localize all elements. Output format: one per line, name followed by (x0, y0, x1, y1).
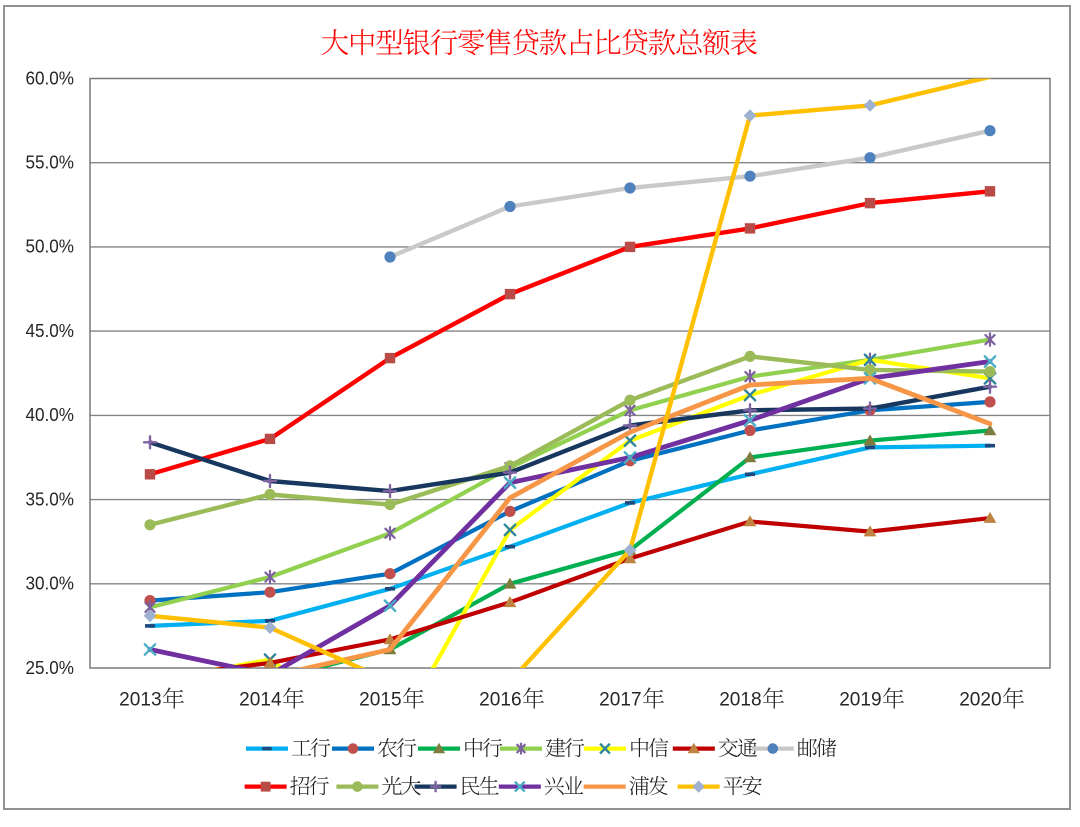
svg-text:45.0%: 45.0% (26, 320, 75, 341)
svg-text:2015: 2015 (359, 690, 401, 711)
svg-text:30.0%: 30.0% (26, 573, 75, 594)
svg-text:25.0%: 25.0% (26, 657, 75, 678)
svg-text:60.0%: 60.0% (26, 67, 75, 88)
svg-text:2016: 2016 (479, 690, 521, 711)
svg-text:40.0%: 40.0% (26, 404, 75, 425)
svg-text:50.0%: 50.0% (26, 236, 75, 257)
svg-text:2019: 2019 (839, 690, 881, 711)
svg-text:2020: 2020 (959, 690, 1001, 711)
svg-text:2017: 2017 (599, 690, 641, 711)
svg-text:55.0%: 55.0% (26, 152, 75, 173)
svg-text:2013: 2013 (119, 690, 161, 711)
svg-text:2014: 2014 (239, 690, 282, 711)
svg-text:35.0%: 35.0% (26, 488, 75, 509)
svg-text:2018: 2018 (719, 690, 761, 711)
